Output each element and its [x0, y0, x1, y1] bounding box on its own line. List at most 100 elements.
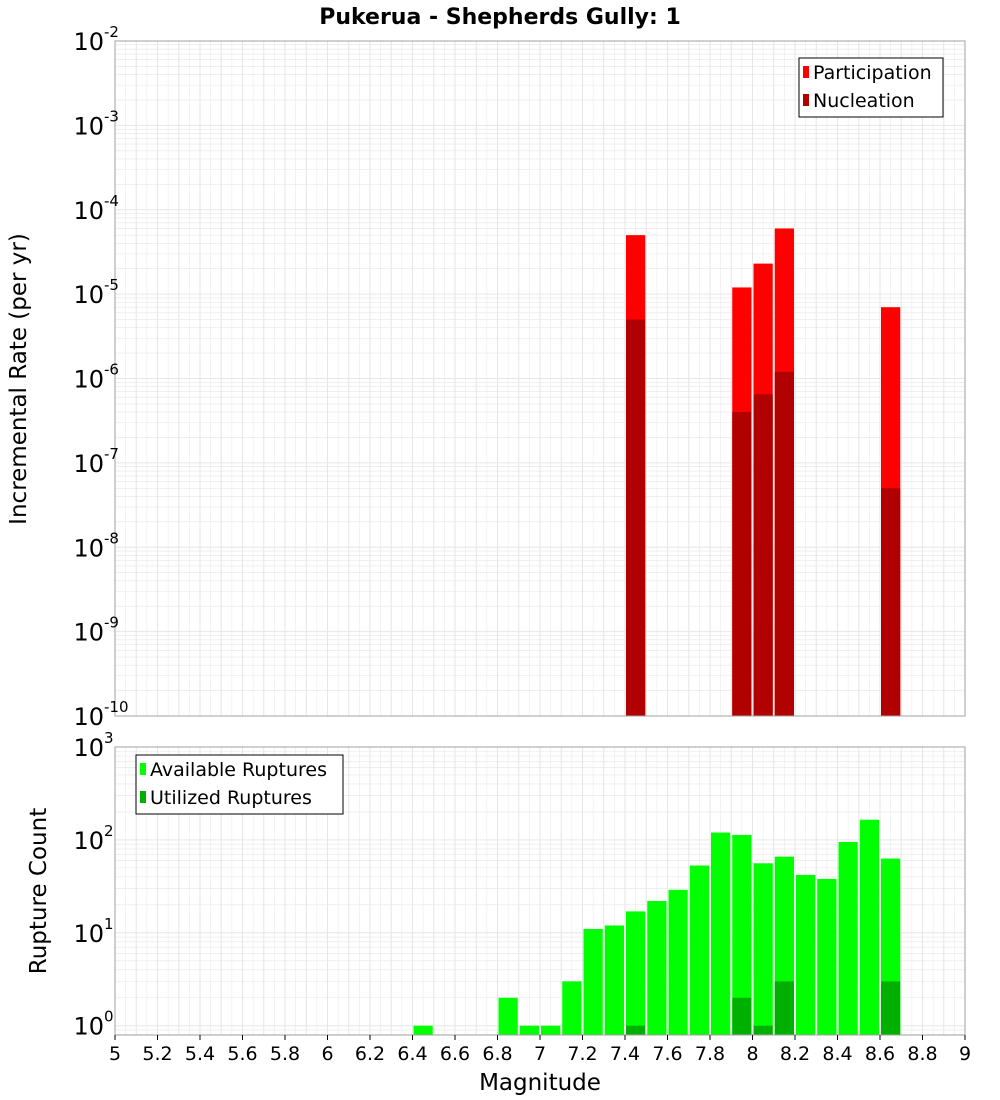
count-bar-available-ruptures	[689, 865, 709, 1035]
count-bar-available-ruptures	[647, 900, 667, 1035]
legend-label-available: Available Ruptures	[150, 759, 327, 781]
count-y-tick-label: 10	[73, 1013, 104, 1041]
x-tick-label: 7.6	[652, 1043, 682, 1065]
rate-grid	[115, 41, 965, 717]
rate-y-tick-label: 10	[73, 450, 104, 478]
rate-bars	[626, 228, 901, 716]
count-bar-utilized-ruptures	[753, 1025, 773, 1035]
count-bar-available-ruptures	[859, 819, 879, 1035]
rate-y-tick-exponent: -8	[104, 529, 119, 547]
rate-y-tick-label: 10	[73, 534, 104, 562]
x-tick-label: 8.6	[865, 1043, 895, 1065]
legend-swatch-participation	[803, 66, 809, 78]
count-y-tick-exponent: 1	[104, 915, 114, 933]
rate-bar-nucleation	[732, 412, 752, 716]
legend-swatch-nucleation	[803, 94, 809, 106]
x-tick-label: 8.8	[907, 1043, 937, 1065]
count-bar-available-ruptures	[562, 981, 582, 1035]
x-tick-label: 5.2	[142, 1043, 172, 1065]
count-bar-available-ruptures	[838, 841, 858, 1035]
x-tick-label: 5	[109, 1043, 121, 1065]
x-tick-label: 7.8	[695, 1043, 725, 1065]
count-legend-box	[135, 754, 344, 815]
rate-y-tick-label: 10	[73, 112, 104, 140]
x-tick-label: 9	[959, 1043, 971, 1065]
x-tick-label: 6.2	[355, 1043, 385, 1065]
count-bar-available-ruptures	[711, 832, 731, 1035]
x-tick-label: 7	[534, 1043, 546, 1065]
x-tick-label: 8.4	[822, 1043, 852, 1065]
chart-title: Pukerua - Shepherds Gully: 1	[319, 5, 681, 30]
count-bar-available-ruptures	[604, 925, 624, 1035]
x-tick-label: 6.8	[482, 1043, 512, 1065]
count-y-tick-exponent: 2	[104, 822, 114, 840]
rate-y-tick-exponent: -7	[104, 445, 119, 463]
x-tick-label: 8	[746, 1043, 758, 1065]
rate-y-tick-label: 10	[73, 703, 104, 731]
x-tick-label: 5.6	[227, 1043, 257, 1065]
count-bar-available-ruptures	[753, 863, 773, 1035]
rate-y-tick-exponent: -9	[104, 614, 119, 632]
count-y-tick-label: 10	[73, 734, 104, 762]
x-tick-label: 8.2	[780, 1043, 810, 1065]
count-bar-available-ruptures	[668, 889, 688, 1035]
x-axis-label: Magnitude	[479, 1070, 601, 1096]
rate-y-axis-label: Incremental Rate (per yr)	[6, 233, 32, 525]
count-y-tick-label: 10	[73, 920, 104, 948]
rate-y-tick-exponent: -10	[104, 698, 129, 716]
rate-y-tick-exponent: -6	[104, 361, 119, 379]
count-bar-available-ruptures	[413, 1025, 433, 1035]
rate-bar-nucleation	[881, 488, 901, 716]
x-tick-label: 7.4	[610, 1043, 640, 1065]
legend-label-participation: Participation	[813, 62, 932, 84]
x-ticks: 5 5.2 5.4 5.6 5.8 6 6.2 6.4 6.6 6.8 7 7.2 7.4 7.6 7.8 8…	[109, 1035, 971, 1065]
x-tick-label: 6.4	[397, 1043, 427, 1065]
rate-y-tick-label: 10	[73, 619, 104, 647]
count-bar-available-ruptures	[498, 997, 518, 1035]
legend-swatch-utilized	[140, 791, 146, 803]
count-bar-utilized-ruptures	[774, 981, 794, 1035]
count-y-tick-label: 10	[73, 827, 104, 855]
legend-label-utilized: Utilized Ruptures	[150, 787, 312, 809]
rate-bar-nucleation	[753, 394, 773, 716]
count-bar-utilized-ruptures	[626, 1025, 646, 1035]
rate-bar-nucleation	[774, 371, 794, 716]
count-bar-utilized-ruptures	[732, 997, 752, 1035]
count-legend: Available Ruptures Utilized Ruptures	[135, 754, 344, 815]
legend-label-nucleation: Nucleation	[813, 90, 915, 112]
count-y-tick-exponent: 3	[104, 729, 114, 747]
count-bar-available-ruptures	[541, 1025, 561, 1035]
x-tick-label: 6	[321, 1043, 333, 1065]
x-tick-label: 5.4	[185, 1043, 215, 1065]
count-bar-available-ruptures	[796, 874, 816, 1035]
count-bar-utilized-ruptures	[881, 981, 901, 1035]
rate-y-tick-exponent: -2	[104, 23, 119, 41]
rate-y-tick-label: 10	[73, 197, 104, 225]
x-tick-label: 6.6	[440, 1043, 470, 1065]
rate-y-tick-exponent: -3	[104, 107, 119, 125]
rate-y-tick-label: 10	[73, 366, 104, 394]
rate-plot-frame	[114, 40, 966, 717]
rate-y-tick-exponent: -4	[104, 192, 119, 210]
rate-legend-box	[798, 57, 944, 118]
count-y-tick-exponent: 0	[104, 1008, 114, 1026]
rate-y-tick-label: 10	[73, 281, 104, 309]
count-y-axis-label: Rupture Count	[26, 808, 52, 974]
count-bar-available-ruptures	[583, 928, 603, 1035]
count-bar-available-ruptures	[626, 911, 646, 1035]
count-bar-available-ruptures	[817, 878, 837, 1035]
rate-y-tick-exponent: -5	[104, 276, 119, 294]
rate-bar-nucleation	[626, 319, 646, 716]
count-bar-available-ruptures	[732, 834, 752, 1035]
rate-legend: Participation Nucleation	[798, 57, 944, 118]
count-bars	[413, 819, 901, 1035]
x-tick-label: 7.2	[567, 1043, 597, 1065]
legend-swatch-available	[140, 763, 146, 775]
rate-y-tick-label: 10	[73, 28, 104, 56]
count-bar-available-ruptures	[519, 1025, 539, 1035]
x-tick-label: 5.8	[270, 1043, 300, 1065]
